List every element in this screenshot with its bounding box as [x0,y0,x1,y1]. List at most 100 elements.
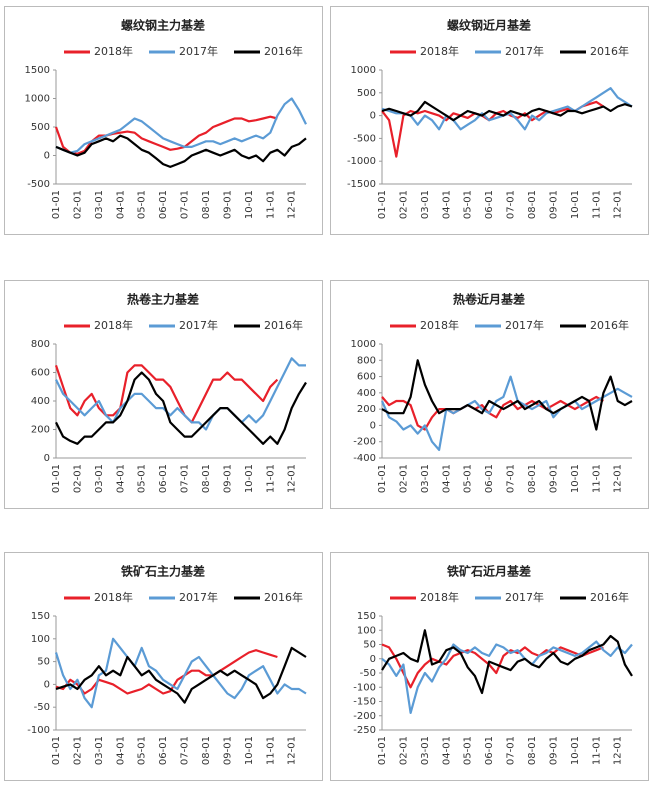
x-tick-label: 08-01 [201,190,212,219]
x-tick-label: 06-01 [158,464,169,493]
y-tick-label: 0 [44,679,50,690]
x-tick-label: 12-01 [287,464,298,493]
x-tick-label: 10-01 [570,464,581,493]
legend-label: 2018年 [94,590,133,604]
chart-title: 铁矿石近月基差 [447,564,531,579]
x-tick-label: 01-01 [51,464,62,493]
x-tick-label: 03-01 [420,736,431,765]
legend-label: 2018年 [94,44,133,58]
x-tick-label: 09-01 [222,464,233,493]
x-tick-label: 07-01 [506,736,517,765]
x-tick-label: 10-01 [570,736,581,765]
x-tick-label: 05-01 [463,464,474,493]
x-tick-label: 10-01 [244,190,255,219]
x-tick-label: 07-01 [180,464,191,493]
x-tick-label: 11-01 [265,464,276,493]
legend-label: 2018年 [420,44,459,58]
legend-label: 2016年 [264,44,303,58]
series-line [55,646,307,704]
y-tick-label: 100 [357,625,376,636]
x-tick-label: 11-01 [591,464,602,493]
x-tick-label: 12-01 [613,190,624,219]
y-tick-label: -200 [353,437,376,448]
y-tick-label: 1000 [351,65,376,76]
x-tick-label: 01-01 [377,190,388,219]
x-tick-label: 09-01 [548,736,559,765]
chart-title: 螺纹钢近月基差 [447,18,531,33]
x-tick-label: 08-01 [527,736,538,765]
series-line [54,364,279,424]
x-tick-label: 10-01 [244,736,255,765]
series-line [381,359,633,431]
series-line [381,643,604,689]
y-tick-label: 1000 [25,94,50,105]
y-tick-label: 600 [357,372,376,383]
chart-title: 热卷近月基差 [453,292,525,307]
x-tick-label: 04-01 [441,190,452,219]
x-tick-label: 02-01 [72,190,83,219]
legend-label: 2017年 [179,590,218,604]
y-tick-label: -400 [353,453,376,464]
y-tick-label: 50 [363,640,376,651]
x-tick-label: 05-01 [137,736,148,765]
x-tick-label: 10-01 [244,464,255,493]
panel [4,552,323,781]
x-tick-label: 09-01 [222,190,233,219]
series-line [381,395,604,431]
panel [4,6,323,235]
y-tick-label: 150 [31,611,50,622]
legend-label: 2017年 [179,318,218,332]
panel [4,280,323,509]
y-tick-label: -500 [27,179,50,190]
y-tick-label: 0 [370,654,376,665]
x-tick-label: 11-01 [265,736,276,765]
x-tick-label: 05-01 [137,464,148,493]
y-tick-label: -1000 [347,156,376,167]
y-tick-label: 200 [31,425,50,436]
y-tick-label: 50 [37,657,50,668]
y-tick-label: 800 [357,355,376,366]
x-tick-label: 12-01 [613,464,624,493]
x-tick-label: 04-01 [441,464,452,493]
x-tick-label: 02-01 [72,736,83,765]
x-tick-label: 12-01 [287,190,298,219]
x-tick-label: 12-01 [613,736,624,765]
y-tick-label: -50 [360,668,376,679]
chart-title: 螺纹钢主力基差 [121,18,205,33]
y-tick-label: 100 [31,634,50,645]
legend-label: 2016年 [264,590,303,604]
x-tick-label: 04-01 [115,190,126,219]
legend-label: 2017年 [505,318,544,332]
y-tick-label: -500 [353,133,376,144]
y-tick-label: -100 [353,682,376,693]
legend-label: 2016年 [590,318,629,332]
x-tick-label: 02-01 [398,190,409,219]
y-tick-label: -150 [353,697,376,708]
x-tick-label: 03-01 [94,190,105,219]
x-tick-label: 05-01 [463,190,474,219]
y-tick-label: 0 [44,453,50,464]
y-tick-label: 400 [31,396,50,407]
legend-label: 2016年 [590,44,629,58]
x-tick-label: 09-01 [548,190,559,219]
y-tick-label: 150 [357,611,376,622]
x-tick-label: 09-01 [222,736,233,765]
legend-label: 2017年 [505,590,544,604]
x-tick-label: 04-01 [115,736,126,765]
y-tick-label: -250 [353,725,376,736]
y-tick-label: 1500 [25,65,50,76]
x-tick-label: 07-01 [180,190,191,219]
series-line [55,371,307,445]
x-tick-label: 03-01 [420,464,431,493]
y-tick-label: -50 [34,702,50,713]
x-tick-label: 06-01 [484,464,495,493]
x-tick-label: 05-01 [463,736,474,765]
x-tick-label: 11-01 [591,736,602,765]
x-tick-label: 11-01 [265,190,276,219]
x-tick-label: 01-01 [377,464,388,493]
x-tick-label: 08-01 [201,464,212,493]
legend-label: 2016年 [264,318,303,332]
series-line [381,100,604,158]
x-tick-label: 06-01 [158,190,169,219]
x-tick-label: 07-01 [180,736,191,765]
